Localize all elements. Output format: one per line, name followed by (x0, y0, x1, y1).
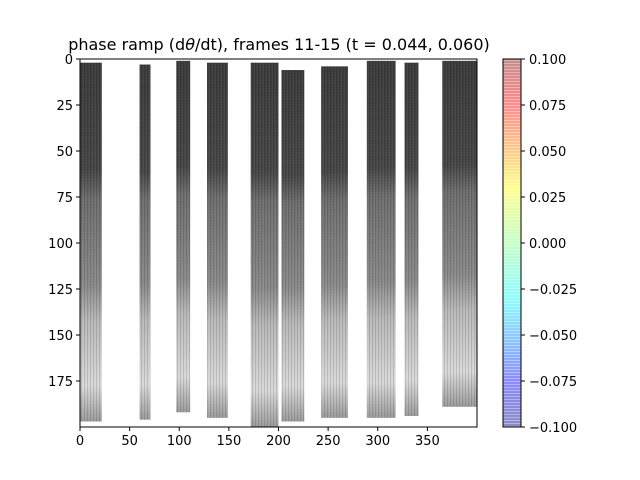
image-strip-8 (366, 60, 396, 418)
colorbar-tick-label: 0.050 (529, 145, 566, 160)
x-axis: 0 50 100 150 200 250 300 350 (76, 427, 440, 449)
image-strip-6 (281, 70, 305, 422)
image-strip-7 (321, 66, 348, 418)
strip-texture (404, 62, 419, 416)
strip-texture (250, 62, 279, 428)
image-strip-1 (80, 62, 102, 422)
colorbar-tick-label: 0.075 (529, 99, 566, 114)
y-tick-label: 150 (48, 329, 73, 344)
y-axis: 0 25 50 75 100 125 150 175 (48, 53, 80, 390)
image-strips (80, 60, 477, 428)
y-tick-label: 50 (56, 145, 73, 160)
image-strip-5 (250, 62, 279, 428)
x-tick-label: 350 (415, 434, 440, 449)
x-tick-label: 150 (216, 434, 241, 449)
strip-texture (176, 60, 191, 413)
image-strip-3 (176, 60, 191, 413)
y-tick-label: 125 (48, 283, 73, 298)
strip-texture (281, 70, 305, 422)
strip-texture (321, 66, 348, 418)
image-strip-10 (442, 60, 477, 407)
colorbar-tick-label: 0.025 (529, 191, 566, 206)
colorbar-tick-label: −0.025 (529, 283, 577, 298)
colorbar-tick-label: 0.100 (529, 53, 566, 68)
image-strip-9 (404, 62, 419, 416)
y-tick-label: 75 (56, 191, 73, 206)
colorbar-ticks: 0.100 0.075 0.050 0.025 0.000 −0.025 −0.050 −0.… (521, 53, 577, 436)
x-tick-label: 200 (266, 434, 291, 449)
colorbar-tick-label: −0.075 (529, 375, 577, 390)
strip-texture (207, 62, 228, 418)
colorbar: 0.100 0.075 0.050 0.025 0.000 −0.025 −0.050 −0.… (502, 53, 577, 436)
strip-texture (442, 60, 477, 407)
y-tick-label: 0 (65, 53, 73, 68)
colorbar-tick-label: −0.100 (529, 421, 577, 436)
chart-title: phase ramp (dθ/dt), frames 11-15 (t = 0.… (68, 35, 490, 54)
y-tick-label: 175 (48, 375, 73, 390)
colorbar-lines (503, 59, 521, 427)
strip-texture (366, 60, 396, 418)
y-tick-label: 100 (48, 237, 73, 252)
x-tick-label: 100 (167, 434, 192, 449)
x-tick-label: 250 (316, 434, 341, 449)
colorbar-tick-label: 0.000 (529, 237, 566, 252)
x-tick-label: 0 (76, 434, 84, 449)
image-strip-2 (139, 64, 151, 420)
colorbar-tick-label: −0.050 (529, 329, 577, 344)
x-tick-label: 50 (121, 434, 138, 449)
strip-texture (80, 62, 102, 422)
image-strip-4 (207, 62, 228, 418)
y-tick-label: 25 (56, 99, 73, 114)
x-tick-label: 300 (365, 434, 390, 449)
strip-texture (139, 64, 151, 420)
